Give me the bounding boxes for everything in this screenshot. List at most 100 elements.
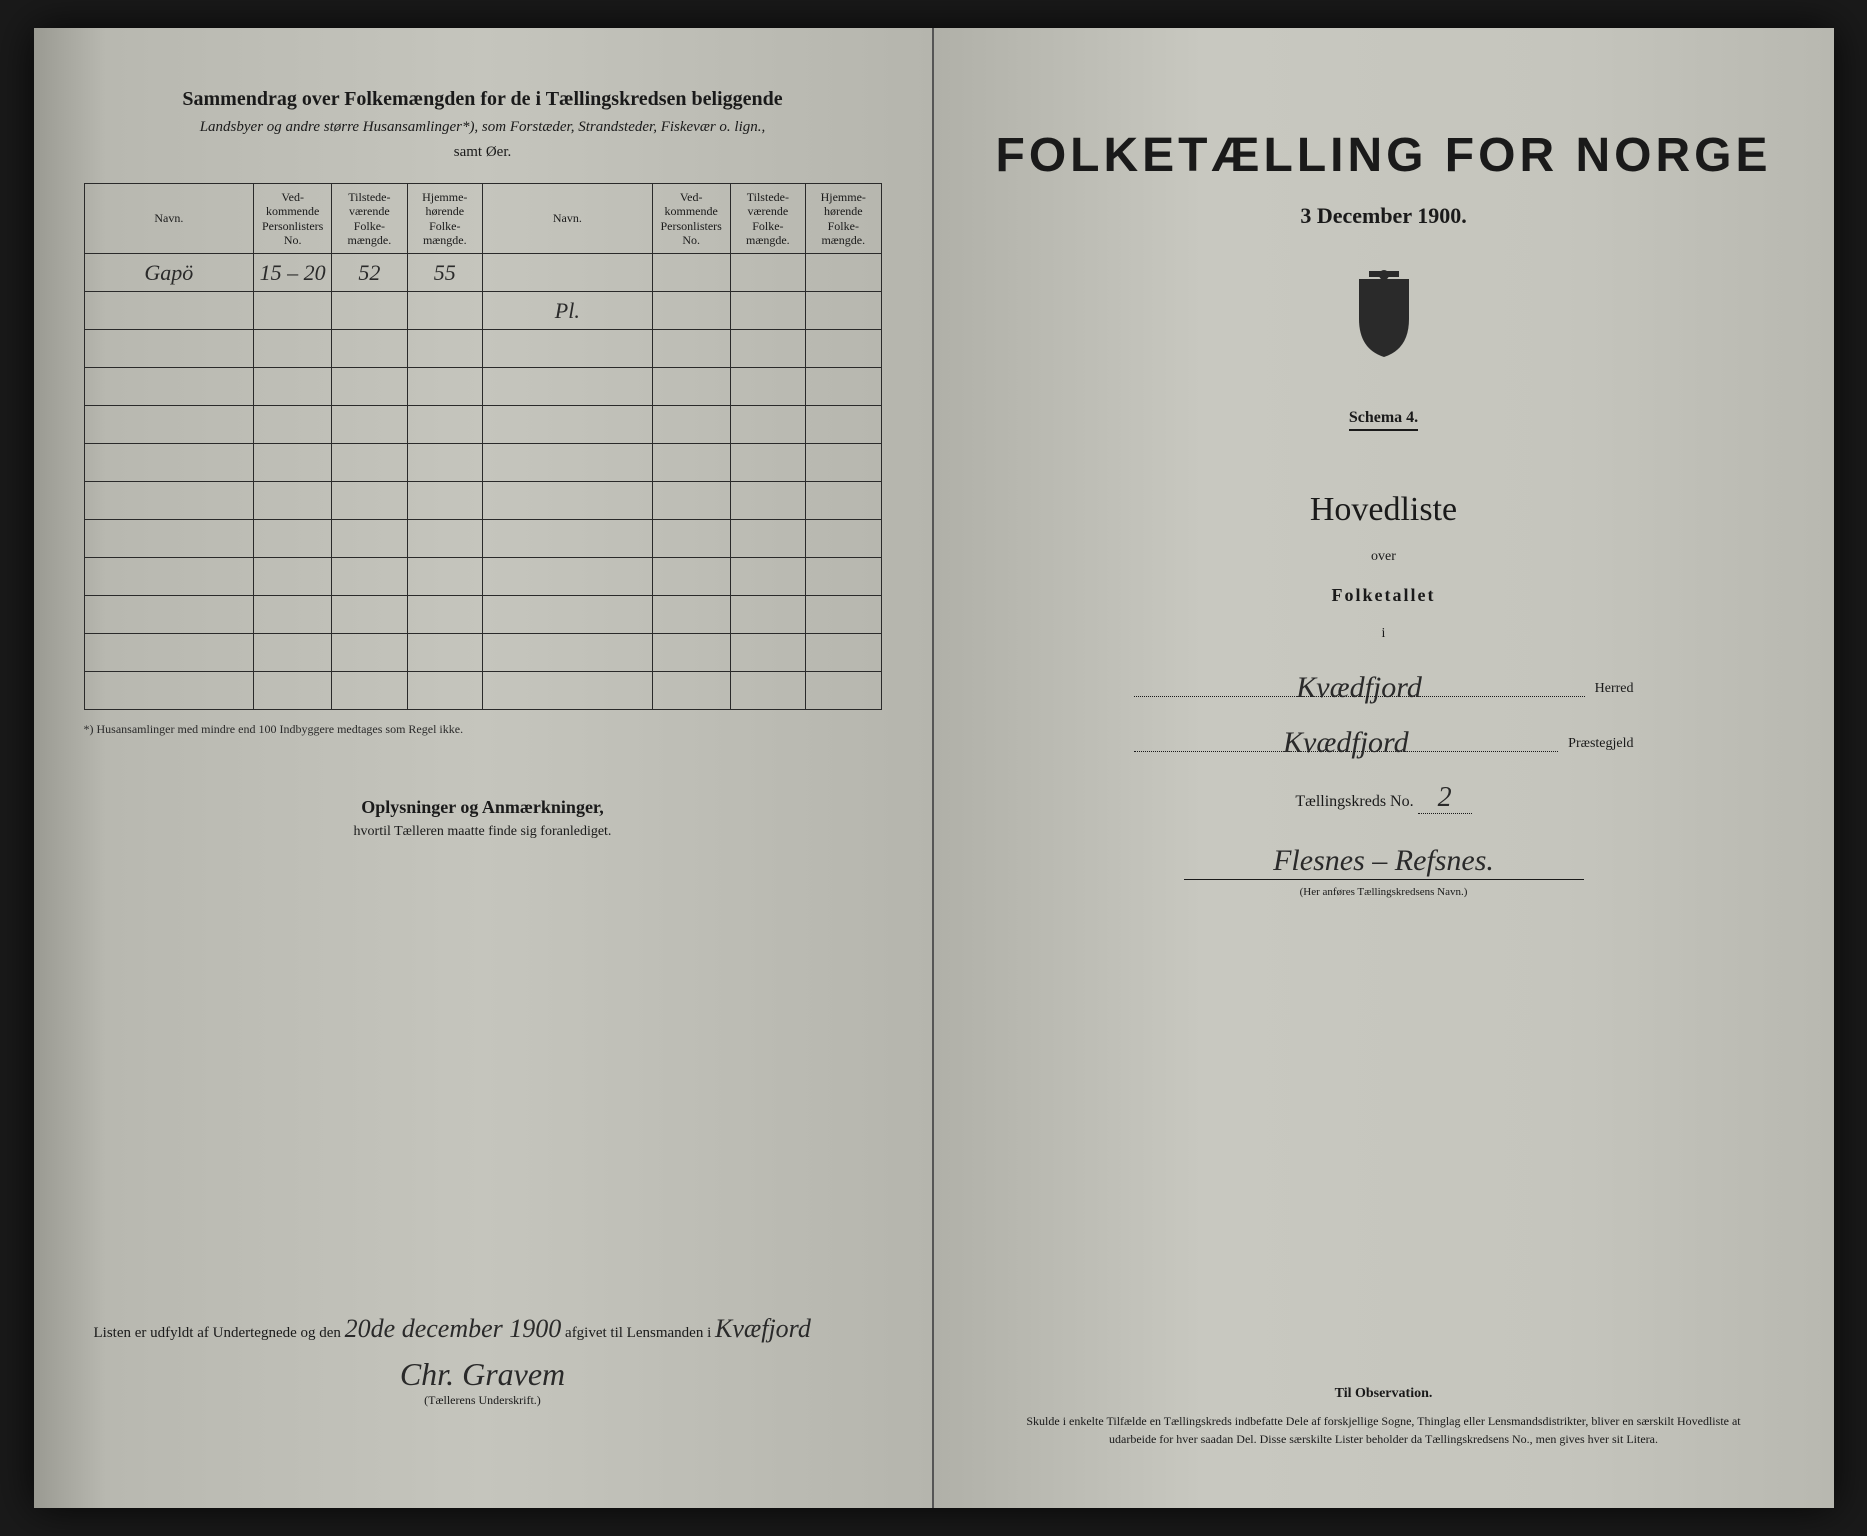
table-cell	[407, 368, 482, 406]
table-footnote: *) Husansamlinger med mindre end 100 Ind…	[84, 722, 882, 737]
schema-label: Schema 4.	[1349, 409, 1418, 431]
cell-value: 55	[434, 260, 456, 285]
table-cell	[652, 596, 730, 634]
table-cell	[407, 558, 482, 596]
table-cell	[730, 596, 805, 634]
table-cell	[84, 368, 254, 406]
table-cell	[652, 634, 730, 672]
table-cell	[332, 596, 407, 634]
table-cell	[254, 634, 332, 672]
table-cell	[254, 292, 332, 330]
table-cell	[482, 254, 652, 292]
th-personlisters-2: Ved- kommende Personlisters No.	[652, 184, 730, 254]
table-cell	[84, 292, 254, 330]
attestation-text-1: Listen er udfyldt af Undertegnede og den	[94, 1325, 341, 1341]
table-cell	[407, 482, 482, 520]
table-cell: 55	[407, 254, 482, 292]
table-cell	[482, 634, 652, 672]
table-row	[84, 330, 881, 368]
table-cell	[482, 596, 652, 634]
remarks-title: Oplysninger og Anmærkninger,	[84, 797, 882, 818]
table-cell	[482, 330, 652, 368]
table-cell	[84, 558, 254, 596]
th-hjemme-2: Hjemme- hørende Folke- mængde.	[806, 184, 881, 254]
shield-svg	[1349, 269, 1419, 359]
folketallet-label: Folketallet	[984, 585, 1784, 606]
table-cell	[84, 672, 254, 710]
table-cell	[254, 672, 332, 710]
attestation-line: Listen er udfyldt af Undertegnede og den…	[94, 1314, 872, 1408]
table-cell	[730, 634, 805, 672]
table-cell	[407, 406, 482, 444]
table-cell	[254, 596, 332, 634]
table-cell	[407, 520, 482, 558]
table-cell: Gapö	[84, 254, 254, 292]
hovedliste-heading: Hovedliste	[984, 491, 1784, 529]
table-cell	[482, 520, 652, 558]
table-cell	[730, 292, 805, 330]
table-cell	[806, 254, 881, 292]
observation-text: Skulde i enkelte Tilfælde en Tællingskre…	[1014, 1412, 1754, 1448]
table-row: Pl.	[84, 292, 881, 330]
table-cell	[407, 444, 482, 482]
table-cell	[730, 330, 805, 368]
table-row	[84, 596, 881, 634]
table-cell: 15 – 20	[254, 254, 332, 292]
table-cell	[730, 558, 805, 596]
table-row: Gapö15 – 205255	[84, 254, 881, 292]
table-cell	[332, 634, 407, 672]
table-cell	[407, 330, 482, 368]
kreds-name-hint: (Her anføres Tællingskredsens Navn.)	[984, 886, 1784, 898]
table-cell	[407, 672, 482, 710]
table-cell	[254, 330, 332, 368]
table-cell	[407, 596, 482, 634]
table-cell	[730, 254, 805, 292]
table-cell	[652, 520, 730, 558]
document-spread: Sammendrag over Folkemængden for de i Tæ…	[34, 28, 1834, 1508]
table-cell	[84, 596, 254, 634]
prastegjeld-label: Præstegjeld	[1568, 736, 1633, 752]
table-cell	[730, 406, 805, 444]
table-row	[84, 406, 881, 444]
table-cell	[84, 330, 254, 368]
table-cell	[332, 406, 407, 444]
remarks-subtitle: hvortil Tælleren maatte finde sig foranl…	[84, 824, 882, 840]
table-cell	[730, 444, 805, 482]
table-cell	[482, 368, 652, 406]
remarks-section: Oplysninger og Anmærkninger, hvortil Tæl…	[84, 797, 882, 840]
table-cell	[482, 482, 652, 520]
table-cell	[254, 482, 332, 520]
kreds-name-value: Flesnes – Refsnes.	[1273, 844, 1494, 877]
signature-block: Chr. Gravem (Tællerens Underskrift.)	[94, 1356, 872, 1408]
table-cell: Pl.	[482, 292, 652, 330]
table-cell	[730, 368, 805, 406]
prastegjeld-value: Kvædfjord	[1283, 726, 1409, 759]
table-cell	[806, 558, 881, 596]
table-row	[84, 482, 881, 520]
th-tilstede-2: Tilstede- værende Folke- mængde.	[730, 184, 805, 254]
left-subtitle-1: Landsbyer og andre større Husansamlinger…	[84, 117, 882, 138]
i-label: i	[984, 626, 1784, 642]
table-row	[84, 368, 881, 406]
table-row	[84, 672, 881, 710]
table-cell	[254, 444, 332, 482]
table-cell	[332, 368, 407, 406]
table-cell	[652, 254, 730, 292]
table-cell	[806, 596, 881, 634]
table-cell	[254, 406, 332, 444]
table-cell	[332, 482, 407, 520]
summary-table: Navn. Ved- kommende Personlisters No. Ti…	[84, 183, 882, 710]
table-cell	[806, 444, 881, 482]
table-cell	[254, 520, 332, 558]
herred-value: Kvædfjord	[1296, 671, 1422, 704]
table-cell	[730, 672, 805, 710]
table-cell	[730, 482, 805, 520]
table-header-row: Navn. Ved- kommende Personlisters No. Ti…	[84, 184, 881, 254]
table-cell	[332, 672, 407, 710]
table-cell	[652, 672, 730, 710]
table-cell	[730, 520, 805, 558]
th-navn-2: Navn.	[482, 184, 652, 254]
attestation-place: Kvæfjord	[715, 1314, 811, 1343]
table-cell	[652, 368, 730, 406]
table-cell	[332, 292, 407, 330]
